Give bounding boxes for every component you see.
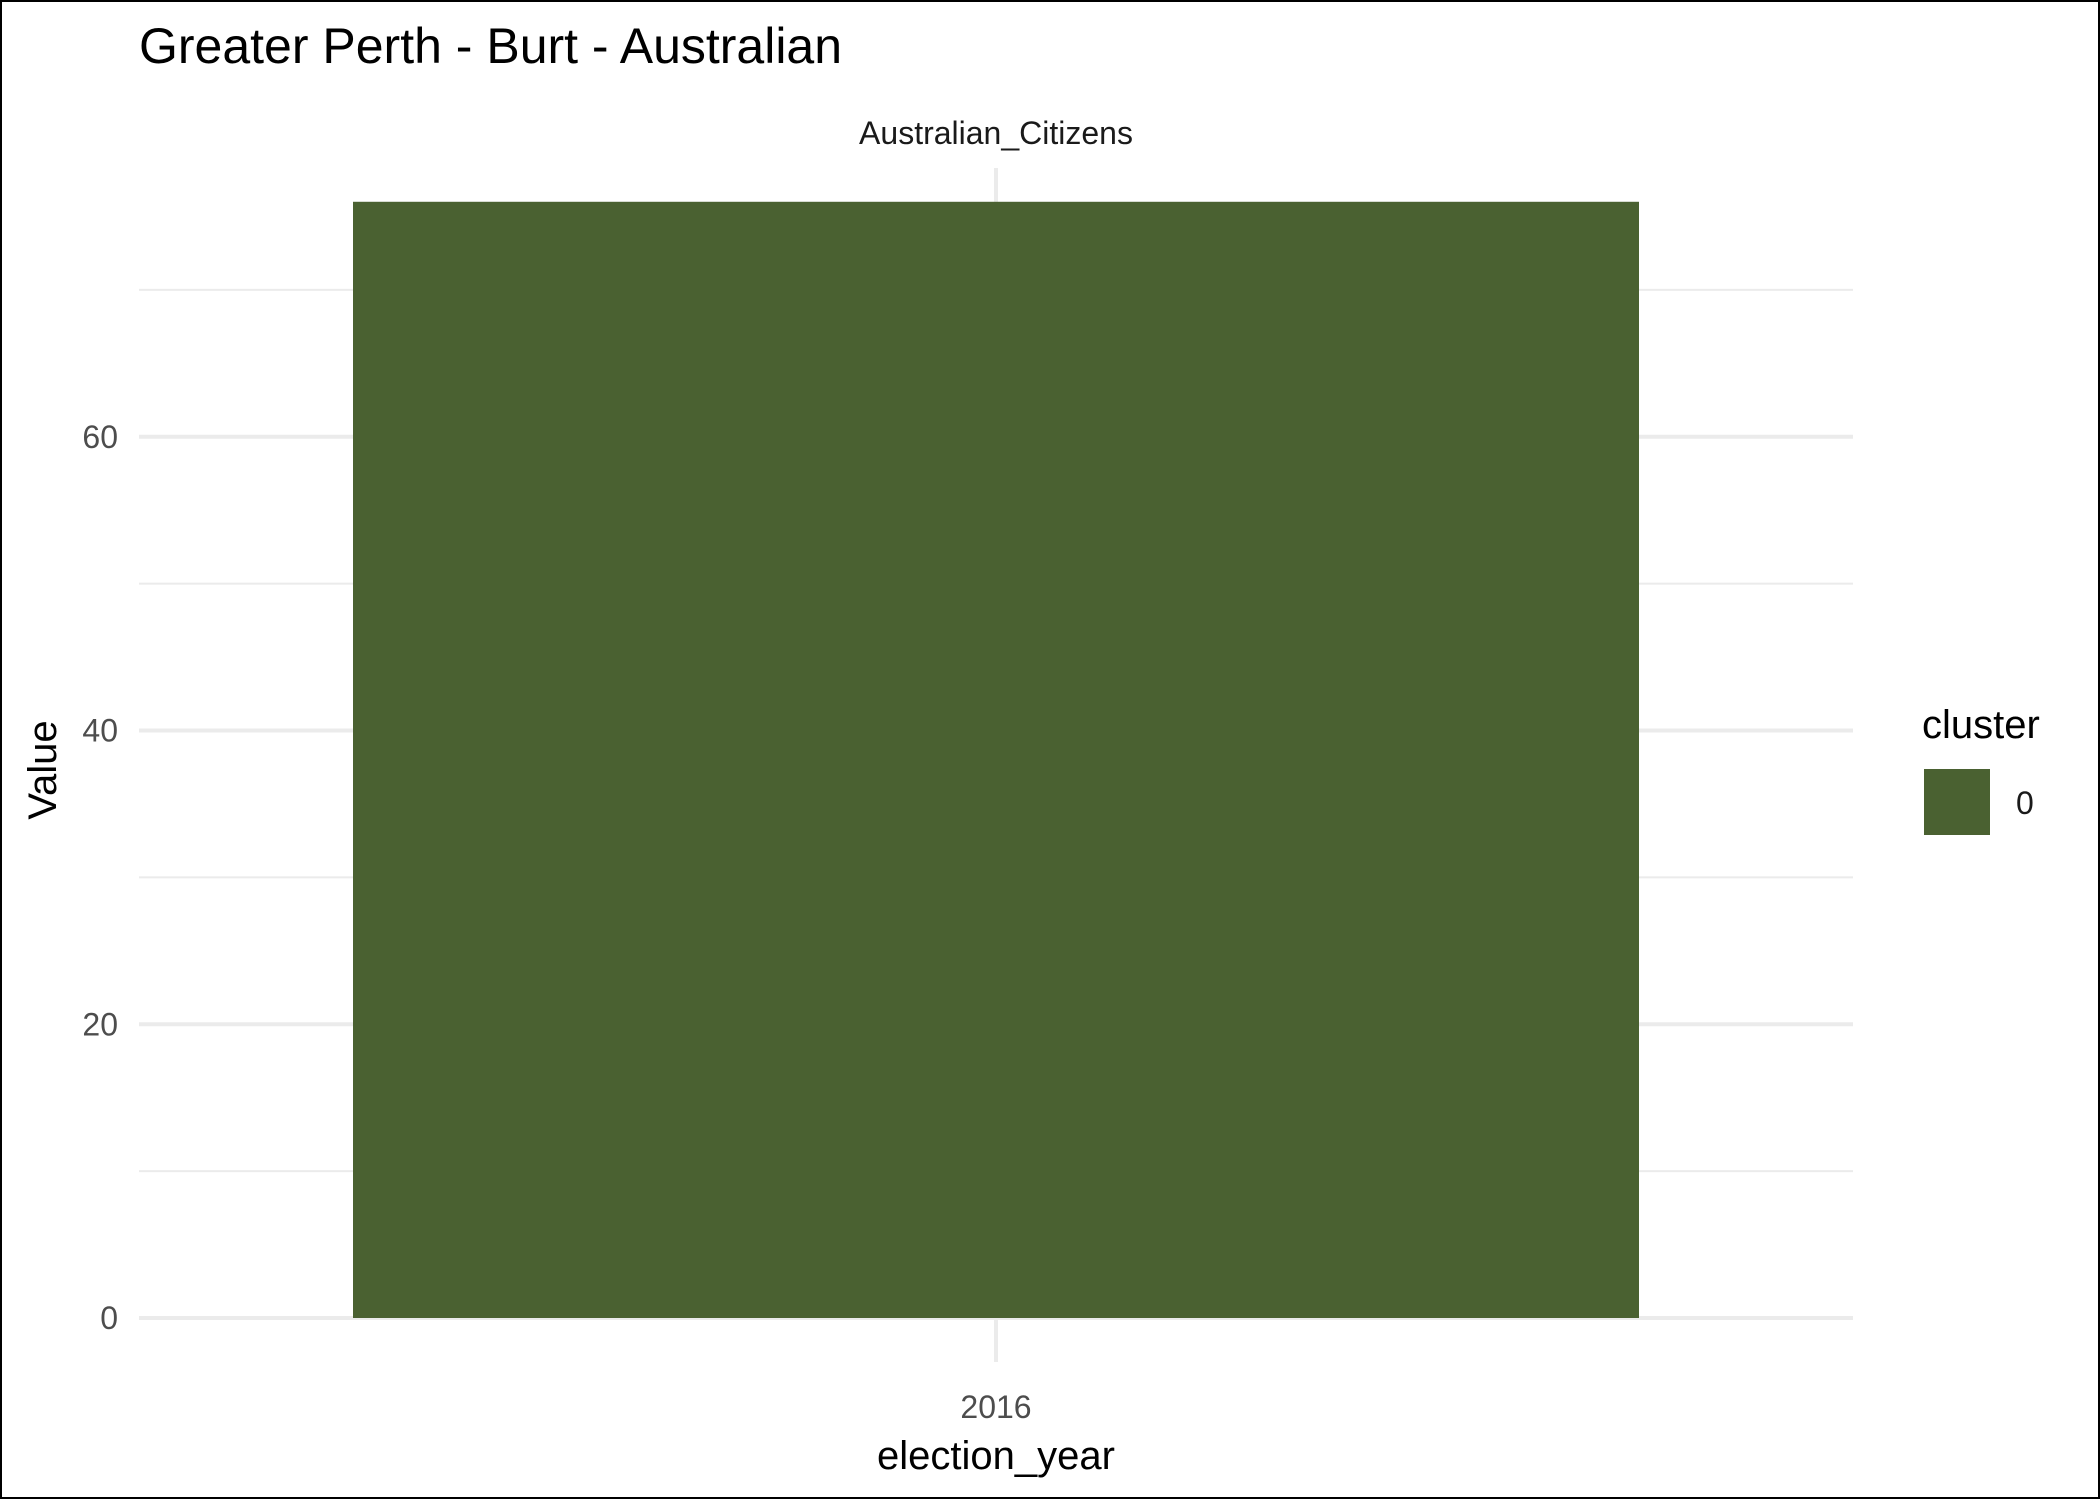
y-tick-label: 40 xyxy=(82,713,118,749)
facet-strip-label: Australian_Citizens xyxy=(859,115,1133,151)
bars xyxy=(353,201,1639,1319)
legend-title: cluster xyxy=(1922,703,2040,747)
x-axis-ticks: 2016 xyxy=(960,1389,1031,1425)
y-tick-label: 20 xyxy=(82,1006,118,1042)
y-axis-ticks: 0 20 40 60 xyxy=(82,419,118,1336)
y-tick-label: 60 xyxy=(82,419,118,455)
legend-swatch xyxy=(1924,769,1990,835)
bar xyxy=(353,201,1639,1319)
x-axis-title: election_year xyxy=(877,1434,1115,1478)
legend-entries: 0 xyxy=(1924,769,2034,835)
legend: cluster 0 xyxy=(1922,703,2040,835)
y-tick-label: 0 xyxy=(100,1300,118,1336)
chart-title: Greater Perth - Burt - Australian xyxy=(139,18,842,74)
legend-label: 0 xyxy=(2016,785,2034,821)
y-axis-title: Value xyxy=(21,720,65,819)
x-tick-label: 2016 xyxy=(960,1389,1031,1425)
